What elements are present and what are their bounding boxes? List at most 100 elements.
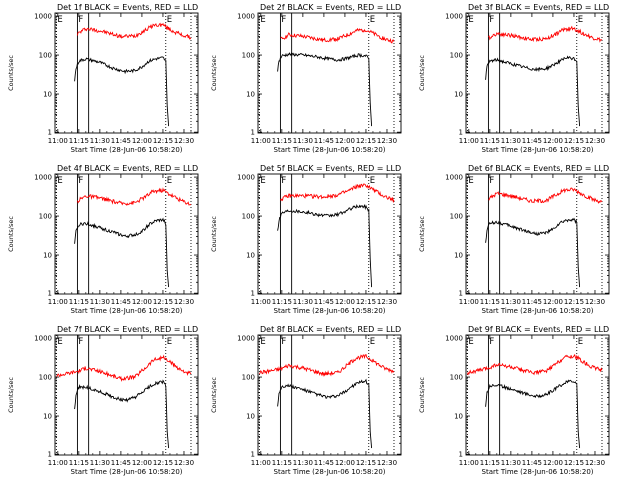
- marker-label: F: [489, 176, 494, 186]
- panel-title: Det 8f BLACK = Events, RED = LLD: [260, 325, 401, 334]
- y-tick-label: 1000: [445, 13, 463, 21]
- x-tick-label: 12:15: [356, 137, 376, 145]
- marker-label: E: [260, 15, 265, 25]
- x-tick-label: 11:15: [480, 459, 500, 467]
- x-tick-label: 12:15: [153, 298, 173, 306]
- y-tick-label: 1: [459, 451, 463, 459]
- y-tick-label: 10: [454, 91, 463, 99]
- x-tick-label: 11:15: [480, 298, 500, 306]
- y-tick-label: 100: [242, 374, 255, 382]
- marker-label: E: [260, 337, 265, 347]
- panel-title: Det 4f BLACK = Events, RED = LLD: [57, 164, 198, 173]
- y-tick-label: 10: [246, 413, 255, 421]
- marker-label: E: [167, 337, 172, 347]
- x-tick-label: 11:45: [522, 459, 542, 467]
- marker-label: F: [78, 176, 83, 186]
- panel-3: Det 3f BLACK = Events, RED = LLD Counts/s…: [418, 3, 610, 154]
- x-tick-label: 12:00: [132, 459, 152, 467]
- marker-label: F: [489, 15, 494, 25]
- x-tick-label: 11:30: [293, 298, 313, 306]
- x-axis-label: Start Time (28-Jun-06 10:58:20): [482, 146, 594, 154]
- x-tick-label: 12:30: [585, 137, 605, 145]
- y-tick-label: 1000: [445, 335, 463, 343]
- x-tick-label: 11:00: [459, 137, 479, 145]
- y-tick-label: 1: [251, 451, 255, 459]
- x-axis-label: Start Time (28-Jun-06 10:58:20): [71, 146, 183, 154]
- x-tick-label: 11:30: [90, 459, 110, 467]
- marker-label: E: [578, 176, 583, 186]
- x-tick-label: 11:45: [314, 137, 334, 145]
- y-tick-label: 100: [450, 374, 463, 382]
- y-axis-label: Counts/sec: [210, 55, 218, 91]
- lld-series-line: [280, 27, 395, 44]
- x-tick-label: 12:00: [335, 459, 355, 467]
- x-tick-label: 12:15: [153, 459, 173, 467]
- x-axis-label: Start Time (28-Jun-06 10:58:20): [482, 307, 594, 315]
- x-axis-label: Start Time (28-Jun-06 10:58:20): [71, 468, 183, 476]
- x-tick-label: 11:00: [48, 298, 68, 306]
- y-axis-label: Counts/sec: [7, 55, 15, 91]
- y-tick-label: 10: [43, 91, 52, 99]
- events-series-line: [485, 379, 581, 449]
- panel-9: Det 9f BLACK = Events, RED = LLD Counts/s…: [418, 325, 610, 476]
- y-tick-label: 1000: [237, 174, 255, 182]
- y-tick-label: 1: [459, 290, 463, 298]
- x-tick-label: 11:15: [272, 459, 292, 467]
- x-tick-label: 12:00: [132, 298, 152, 306]
- lld-series-line: [259, 353, 395, 377]
- x-tick-label: 12:30: [174, 459, 194, 467]
- lld-series-line: [76, 22, 192, 40]
- y-axis-label: Counts/sec: [418, 216, 426, 252]
- y-tick-label: 1: [251, 290, 255, 298]
- marker-label: E: [57, 176, 62, 186]
- x-tick-label: 11:30: [293, 459, 313, 467]
- marker-label: E: [167, 176, 172, 186]
- marker-label: F: [489, 337, 494, 347]
- y-axis-label: Counts/sec: [7, 216, 15, 252]
- y-tick-label: 1: [48, 129, 52, 137]
- x-tick-label: 11:15: [480, 137, 500, 145]
- panel-title: Det 1f BLACK = Events, RED = LLD: [57, 3, 198, 12]
- marker-label: E: [578, 337, 583, 347]
- x-tick-label: 12:00: [335, 137, 355, 145]
- y-axis-label: Counts/sec: [418, 55, 426, 91]
- panel-5: Det 5f BLACK = Events, RED = LLD Counts/s…: [210, 164, 402, 315]
- x-tick-label: 11:00: [459, 459, 479, 467]
- x-tick-label: 12:00: [543, 137, 563, 145]
- lld-series-line: [56, 354, 192, 382]
- x-tick-label: 11:15: [69, 137, 89, 145]
- plot-frame: [465, 334, 610, 456]
- y-axis-label: Counts/sec: [210, 216, 218, 252]
- x-tick-label: 11:30: [90, 298, 110, 306]
- y-tick-label: 10: [246, 252, 255, 260]
- lld-series-line: [76, 187, 192, 206]
- marker-label: F: [78, 337, 83, 347]
- panel-title: Det 3f BLACK = Events, RED = LLD: [468, 3, 609, 12]
- marker-label: F: [281, 15, 286, 25]
- x-axis-label: Start Time (28-Jun-06 10:58:20): [71, 307, 183, 315]
- y-tick-label: 1: [48, 290, 52, 298]
- marker-label: F: [78, 15, 83, 25]
- y-tick-label: 1000: [34, 13, 52, 21]
- events-series-line: [277, 378, 373, 449]
- y-tick-label: 100: [450, 213, 463, 221]
- y-tick-label: 10: [454, 252, 463, 260]
- panel-2: Det 2f BLACK = Events, RED = LLD Counts/s…: [210, 3, 402, 154]
- y-tick-label: 100: [242, 213, 255, 221]
- x-tick-label: 12:30: [377, 298, 397, 306]
- x-tick-label: 11:00: [48, 137, 68, 145]
- events-series-line: [277, 52, 373, 127]
- events-series-line: [74, 379, 170, 449]
- y-axis-label: Counts/sec: [7, 377, 15, 413]
- x-tick-label: 12:15: [356, 298, 376, 306]
- y-tick-label: 100: [242, 52, 255, 60]
- x-tick-label: 12:30: [585, 459, 605, 467]
- x-tick-label: 12:15: [564, 137, 584, 145]
- panel-8: Det 8f BLACK = Events, RED = LLD Counts/s…: [210, 325, 402, 476]
- y-tick-label: 100: [39, 213, 52, 221]
- events-series-line: [485, 217, 581, 288]
- y-tick-label: 100: [39, 52, 52, 60]
- x-tick-label: 11:15: [272, 298, 292, 306]
- x-tick-label: 11:00: [48, 459, 68, 467]
